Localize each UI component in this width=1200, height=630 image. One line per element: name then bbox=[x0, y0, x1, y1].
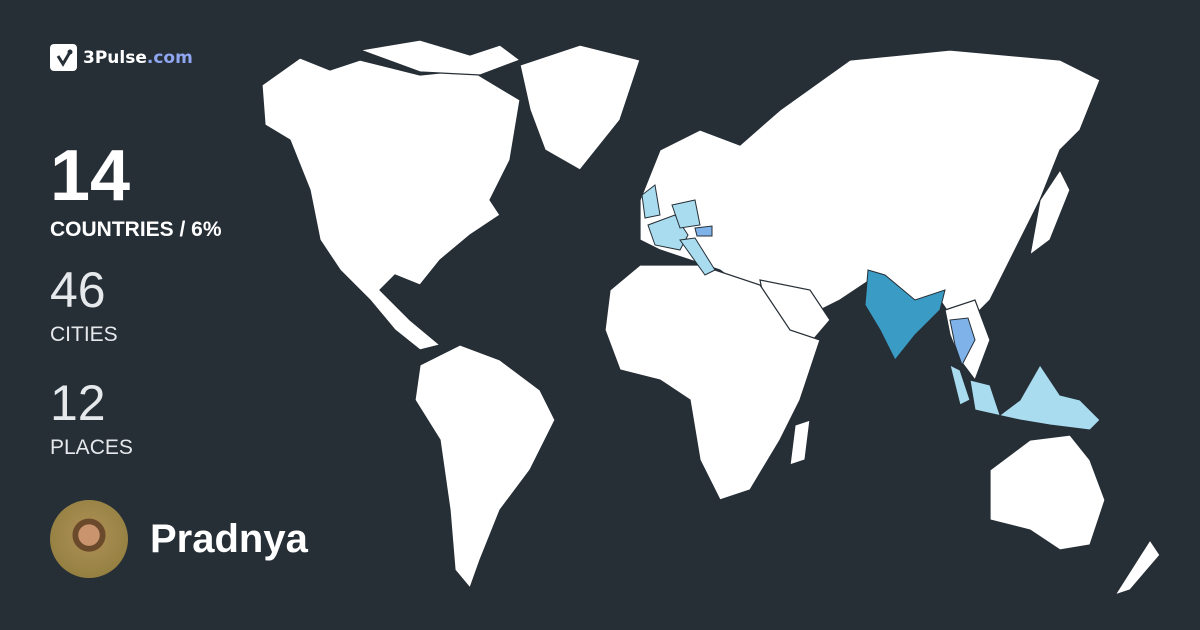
visited-indonesia bbox=[969, 364, 1101, 431]
countries-stat: 14 COUNTRIES / 6% bbox=[50, 140, 222, 242]
new-zealand bbox=[1113, 538, 1161, 597]
places-stat: 12 PLACES bbox=[50, 378, 133, 460]
countries-count: 14 bbox=[50, 136, 131, 216]
cities-count: 46 bbox=[50, 262, 106, 318]
visited-austria bbox=[694, 225, 713, 237]
south-america bbox=[414, 344, 556, 590]
greenland bbox=[519, 44, 641, 171]
visited-india bbox=[864, 269, 946, 361]
brand-name: 3Pulse.com bbox=[83, 47, 193, 68]
north-america bbox=[261, 57, 521, 351]
visited-italy bbox=[679, 237, 716, 276]
countries-label: COUNTRIES / 6% bbox=[50, 218, 222, 241]
user-profile[interactable]: Pradnya bbox=[50, 500, 308, 578]
canada-islands bbox=[357, 39, 522, 76]
places-label: PLACES bbox=[50, 436, 133, 459]
japan bbox=[1029, 168, 1071, 257]
australia bbox=[989, 434, 1106, 551]
visited-thailand bbox=[949, 317, 976, 367]
madagascar bbox=[789, 419, 811, 466]
africa bbox=[604, 264, 821, 501]
visited-germany bbox=[671, 199, 701, 229]
brand-logo[interactable]: 3Pulse.com bbox=[50, 44, 193, 71]
places-count: 12 bbox=[50, 375, 106, 431]
pulse-check-icon bbox=[50, 44, 77, 71]
avatar[interactable] bbox=[50, 500, 128, 578]
cities-label: CITIES bbox=[50, 323, 118, 346]
cities-stat: 46 CITIES bbox=[50, 265, 118, 347]
visited-malaysia bbox=[949, 364, 971, 406]
user-name: Pradnya bbox=[150, 516, 308, 561]
visited-uk bbox=[641, 184, 661, 219]
